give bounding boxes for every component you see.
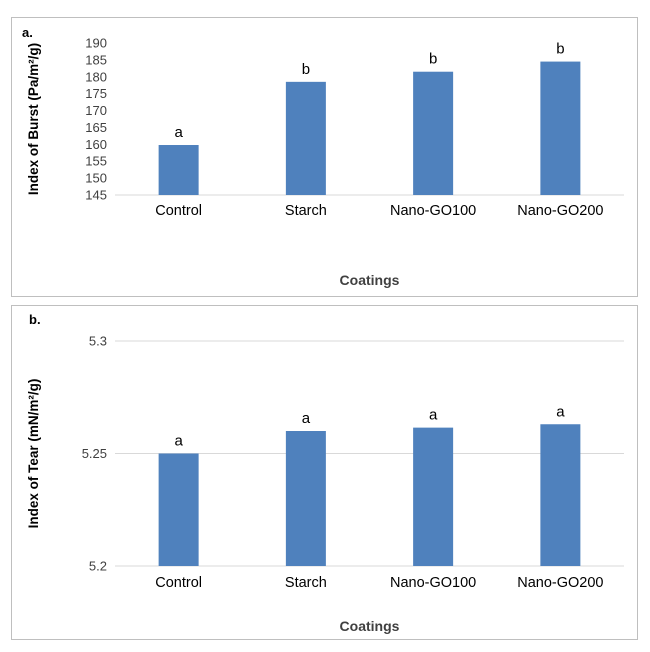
burst-y-tick-label: 165 <box>85 120 107 135</box>
tear-significance-label: a <box>429 407 438 424</box>
burst-significance-label: a <box>174 124 183 141</box>
tear-panel-label: b. <box>29 312 41 327</box>
tear-bar-nano-go200 <box>540 424 581 566</box>
burst-category-label: Control <box>155 203 202 219</box>
burst-significance-label: b <box>302 61 310 78</box>
tear-y-axis-title: Index of Tear (mN/m²/g) <box>26 379 41 529</box>
burst-x-axis-title: Coatings <box>340 272 400 288</box>
burst-panel-label: a. <box>22 25 33 40</box>
burst-bar-nano-go100 <box>413 71 454 195</box>
tear-significance-label: a <box>174 433 183 450</box>
burst-y-axis-title: Index of Burst (Pa/m²/g) <box>26 43 41 195</box>
tear-category-label: Starch <box>285 575 327 591</box>
tear-y-tick-label: 5.25 <box>82 446 107 461</box>
tear-significance-label: a <box>302 410 311 427</box>
tear-x-axis-title: Coatings <box>340 618 400 634</box>
burst-category-label: Starch <box>285 203 327 219</box>
tear-bar-nano-go100 <box>413 427 454 566</box>
burst-significance-label: b <box>429 51 437 68</box>
burst-y-tick-label: 160 <box>85 137 107 152</box>
burst-y-tick-label: 155 <box>85 154 107 169</box>
tear-bar-control <box>158 453 199 566</box>
burst-y-tick-label: 190 <box>85 36 107 51</box>
tear-category-label: Control <box>155 575 202 591</box>
burst-y-tick-label: 185 <box>85 52 107 67</box>
tear-bar-starch <box>285 431 326 566</box>
chart-panel-tear: b. 5.2 5.25 5.3 a Control a Starch a Nano-GO100 a N… <box>11 305 638 640</box>
chart-panel-burst: a. 145 150 155 160 165 170 175 180 185 190 a Control… <box>11 17 638 297</box>
tear-y-tick-label: 5.2 <box>89 559 107 574</box>
burst-category-label: Nano-GO200 <box>517 203 603 219</box>
tear-y-tick-label: 5.3 <box>89 334 107 349</box>
tear-category-label: Nano-GO200 <box>517 575 603 591</box>
burst-bar-starch <box>285 81 326 195</box>
burst-y-tick-label: 170 <box>85 103 107 118</box>
burst-y-tick-label: 175 <box>85 86 107 101</box>
burst-significance-label: b <box>556 41 564 58</box>
burst-bar-nano-go200 <box>540 61 581 196</box>
burst-y-tick-label: 150 <box>85 171 107 186</box>
burst-y-tick-label: 145 <box>85 188 107 203</box>
tear-category-label: Nano-GO100 <box>390 575 476 591</box>
tear-chart-svg: b. 5.2 5.25 5.3 a Control a Starch a Nano-GO100 a N… <box>26 312 624 634</box>
burst-category-label: Nano-GO100 <box>390 203 476 219</box>
burst-bar-control <box>158 145 199 195</box>
burst-y-tick-label: 180 <box>85 69 107 84</box>
tear-significance-label: a <box>556 403 565 420</box>
